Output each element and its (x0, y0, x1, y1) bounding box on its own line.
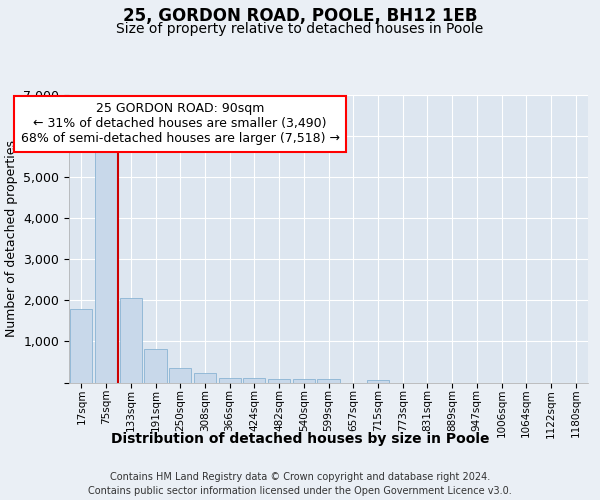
Bar (119, 298, 142, 382)
Bar (95, 146, 117, 382)
Bar (169, 368, 191, 382)
Bar (194, 374, 216, 382)
Text: 25, GORDON ROAD, POOLE, BH12 1EB: 25, GORDON ROAD, POOLE, BH12 1EB (123, 8, 477, 26)
Text: Distribution of detached houses by size in Poole: Distribution of detached houses by size … (111, 432, 489, 446)
Bar (317, 380, 340, 382)
Bar (218, 378, 241, 382)
Bar (268, 378, 290, 382)
Text: 25 GORDON ROAD: 90sqm
← 31% of detached houses are smaller (3,490)
68% of semi-d: 25 GORDON ROAD: 90sqm ← 31% of detached … (21, 102, 340, 146)
Y-axis label: Number of detached properties: Number of detached properties (5, 140, 18, 337)
Bar (145, 349, 167, 382)
Bar (243, 378, 265, 382)
Text: Contains HM Land Registry data © Crown copyright and database right 2024.: Contains HM Land Registry data © Crown c… (110, 472, 490, 482)
Bar (367, 380, 389, 382)
Bar (70, 310, 92, 382)
Text: Contains public sector information licensed under the Open Government Licence v3: Contains public sector information licen… (88, 486, 512, 496)
Text: Size of property relative to detached houses in Poole: Size of property relative to detached ho… (116, 22, 484, 36)
Bar (293, 379, 315, 382)
